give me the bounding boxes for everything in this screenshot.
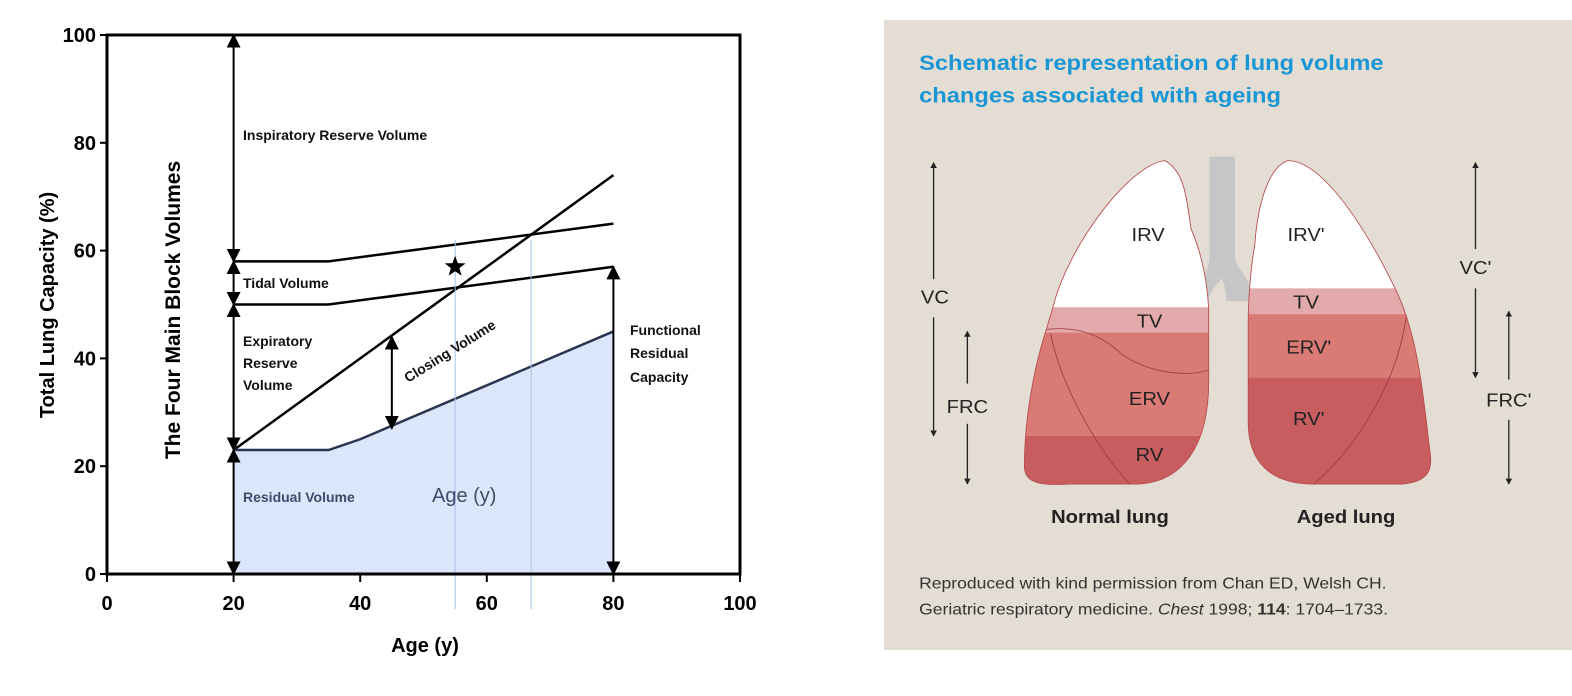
y-tick-label: 100	[63, 25, 96, 47]
x-tick-label: 60	[476, 593, 498, 615]
aged-irv-label: IRV'	[1288, 225, 1325, 246]
y-tick-label: 20	[74, 456, 96, 478]
normal-tv-label: TV	[1137, 311, 1163, 332]
y-tick-label: 0	[85, 564, 96, 586]
frc-prime-label: FRC'	[1486, 390, 1531, 411]
caption-text-a: Geriatric respiratory medicine.	[919, 600, 1158, 618]
aged-tv-label: TV	[1293, 292, 1319, 313]
closing-volume-label: Closing Volume	[401, 316, 498, 385]
x-tick-label: 20	[222, 593, 244, 615]
trachea	[1199, 156, 1253, 302]
caption-line1: Reproduced with kind permission from Cha…	[919, 574, 1386, 592]
aged-rv-label: RV'	[1293, 409, 1325, 430]
lung-capacity-chart: 0 20 40 60 80 100 0 20 40 60 80 100 Age (y) Total L…	[37, 25, 757, 657]
series-line-1	[233, 265, 614, 306]
frc-label: FRC	[947, 397, 988, 418]
caption-pages: : 1704–1733.	[1286, 600, 1388, 618]
lung-schematic-panel: Schematic representation of lung volume …	[884, 20, 1572, 650]
frc-label-1: Functional	[630, 322, 701, 338]
x-tick-label: 100	[723, 593, 756, 615]
aged-lung-label: Aged lung	[1297, 507, 1396, 528]
caption-line2: Geriatric respiratory medicine. Chest 19…	[919, 600, 1388, 618]
normal-rv-label: RV	[1136, 445, 1164, 466]
panel-background	[884, 20, 1572, 650]
four-block-volumes-label: The Four Main Block Volumes	[162, 161, 185, 459]
irv-label: Inspiratory Reserve Volume	[243, 127, 427, 143]
series-line-residual-volume	[233, 330, 614, 452]
vc-label: VC	[921, 287, 949, 308]
plot-frame	[105, 33, 742, 576]
y-tick-label: 60	[74, 241, 96, 263]
residual-volume-area	[233, 331, 614, 574]
y-tick-label: 40	[74, 348, 96, 370]
residual-volume-label: Residual Volume	[243, 489, 355, 505]
tidal-volume-label: Tidal Volume	[243, 275, 329, 291]
caption-text-b: 1998;	[1204, 600, 1258, 618]
y-tick-label: 80	[74, 133, 96, 155]
frc-label-3: Capacity	[630, 369, 689, 385]
vc-prime-label: VC'	[1460, 258, 1492, 279]
normal-irv-label: IRV	[1132, 225, 1165, 246]
volume-arrows	[930, 162, 1513, 485]
series-line-2	[232, 174, 615, 452]
erv-label-1: Expiratory	[243, 333, 312, 349]
schematic-title-line2: changes associated with ageing	[919, 82, 1281, 107]
aged-erv-label: ERV'	[1286, 337, 1331, 358]
x-tick-label: 40	[349, 593, 371, 615]
y-axis-label: Total Lung Capacity (%)	[37, 192, 59, 418]
frc-label-2: Residual	[630, 345, 688, 361]
x-tick-label: 0	[101, 593, 112, 615]
normal-lung-label: Normal lung	[1051, 507, 1169, 528]
erv-label-2: Reserve	[243, 355, 298, 371]
x-tick-label: 80	[602, 593, 624, 615]
series-line-0	[233, 222, 614, 263]
schematic-title-line1: Schematic representation of lung volume	[919, 50, 1383, 75]
inner-age-label: Age (y)	[432, 485, 496, 507]
erv-label-3: Volume	[243, 377, 293, 393]
x-axis-label: Age (y)	[391, 635, 459, 657]
caption-journal: Chest	[1158, 600, 1205, 618]
star-marker	[444, 255, 466, 276]
caption-volume: 114	[1257, 600, 1286, 618]
normal-erv-label: ERV	[1129, 389, 1170, 410]
